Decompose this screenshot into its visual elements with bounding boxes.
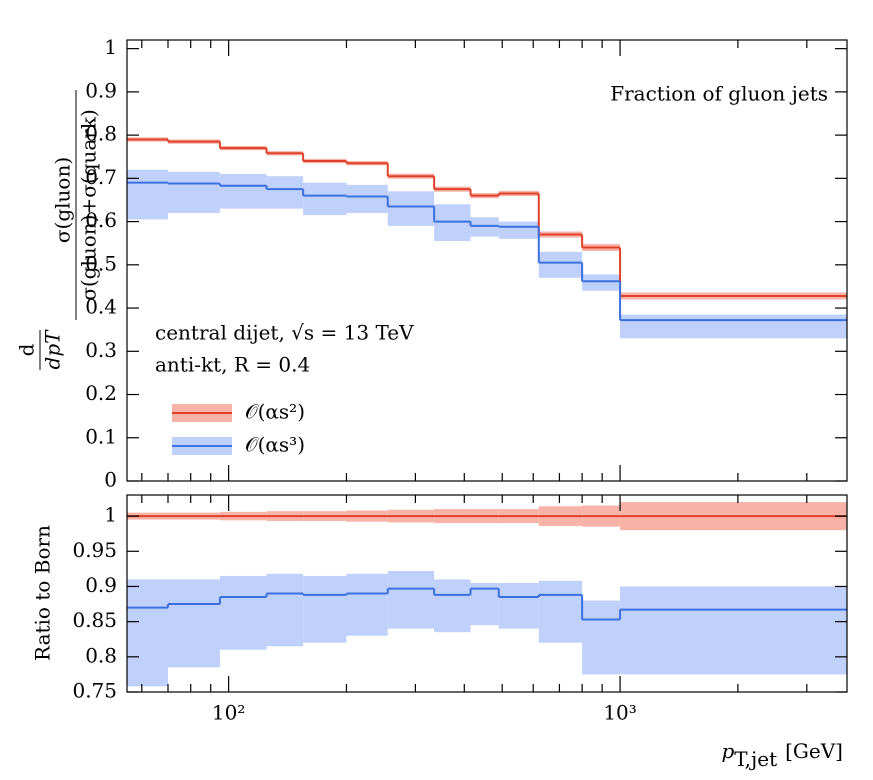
y-tick-label: 0.95 — [72, 538, 117, 562]
uncertainty-band — [538, 580, 583, 643]
annotation: Fraction of gluon jets — [610, 82, 828, 106]
uncertainty-band — [498, 582, 539, 629]
y-tick-label: 0.1 — [85, 424, 117, 448]
y-tick-label: 0.8 — [85, 643, 117, 667]
uncertainty-band — [266, 176, 304, 209]
uncertainty-band — [266, 573, 304, 647]
x-label-part: [GeV] — [785, 739, 843, 763]
uncertainty-band — [620, 314, 847, 339]
frame — [126, 39, 848, 482]
x-label-part: p — [721, 739, 734, 763]
y-tick-label: 0.6 — [85, 208, 117, 232]
uncertainty-band — [303, 575, 347, 643]
annotation: central dijet, √s = 13 TeV — [155, 321, 414, 345]
y-label-part: σ(gluon) — [51, 157, 75, 243]
y-tick-label: 0.9 — [85, 78, 117, 102]
uncertainty-band — [219, 575, 267, 650]
uncertainty-band — [127, 169, 168, 220]
y-tick-label: 0.3 — [85, 338, 117, 362]
uncertainty-band — [346, 184, 388, 213]
uncertainty-band — [127, 579, 168, 687]
y-label-part: σ(gluon)+σ(quark) — [77, 109, 101, 301]
x-tick-label: 10² — [212, 701, 245, 725]
uncertainty-band — [498, 221, 539, 239]
uncertainty-band — [387, 570, 435, 629]
y-tick-label: 0.85 — [72, 608, 117, 632]
y-tick-label: 0.9 — [85, 573, 117, 597]
y-tick-label: 0.2 — [85, 381, 117, 405]
plot-area — [127, 137, 847, 339]
uncertainty-band — [167, 579, 220, 668]
legend-label: 𝒪(αs³) — [245, 433, 305, 457]
y-axis-label: d dpT σ(gluon) σ(gluon)+σ(quark) — [15, 90, 101, 370]
legend-label: 𝒪(αs²) — [245, 400, 305, 424]
y-tick-label: 0.5 — [85, 251, 117, 275]
y-tick-label: 0 — [104, 468, 117, 492]
y-tick-label: 0.75 — [72, 679, 117, 703]
uncertainty-band — [470, 582, 499, 626]
y-tick-label: 0.7 — [85, 165, 117, 189]
x-label-part: T,jet — [734, 747, 777, 771]
uncertainty-band — [387, 191, 435, 226]
uncertainty-band — [582, 600, 621, 675]
uncertainty-band — [470, 217, 499, 237]
y-tick-label: 1 — [104, 503, 117, 527]
uncertainty-band — [303, 182, 347, 216]
uncertainty-band — [346, 573, 388, 636]
y-label-part: d — [15, 343, 39, 356]
frame — [126, 494, 848, 693]
uncertainty-band — [219, 174, 267, 209]
x-axis-label: pT,jet [GeV] — [721, 739, 843, 771]
y-tick-label: 0.8 — [85, 122, 117, 146]
uncertainty-band — [167, 171, 220, 213]
annotation: anti-kt, R = 0.4 — [155, 353, 310, 377]
uncertainty-band — [434, 579, 471, 633]
uncertainty-band — [620, 586, 847, 675]
plot-area — [127, 502, 847, 687]
uncertainty-band — [582, 274, 621, 291]
y-axis-label: Ratio to Born — [31, 525, 55, 661]
uncertainty-band — [538, 251, 583, 278]
y-tick-label: 0.4 — [85, 295, 117, 319]
x-tick-label: 10³ — [603, 701, 636, 725]
y-label-part: dpT — [41, 329, 65, 370]
y-tick-label: 1 — [104, 35, 117, 59]
uncertainty-band — [434, 204, 471, 242]
